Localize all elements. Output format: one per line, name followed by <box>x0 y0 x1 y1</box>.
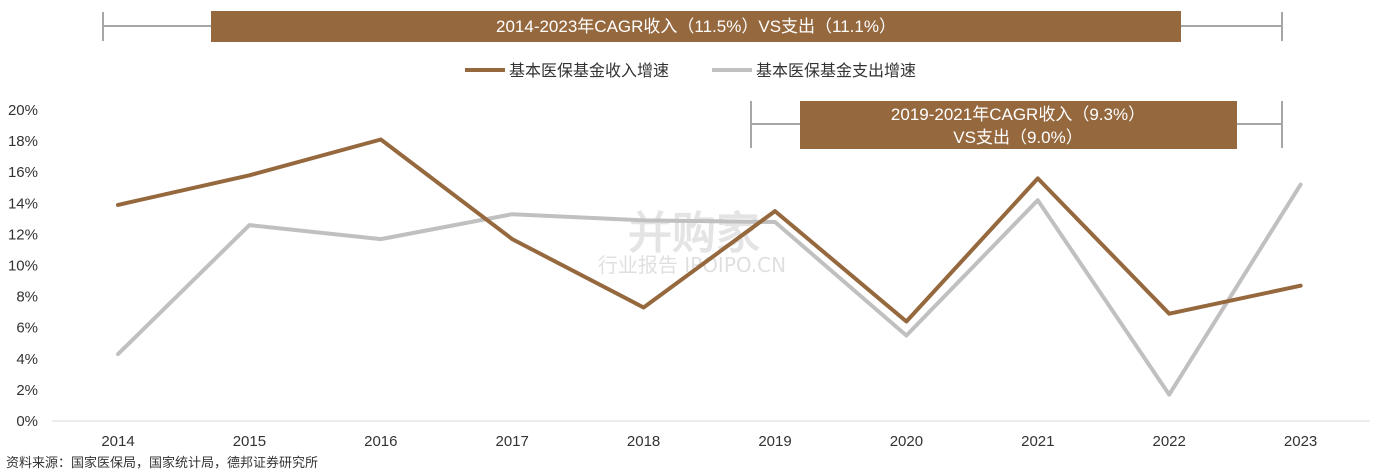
y-tick-label: 14% <box>8 195 38 212</box>
y-tick-label: 20% <box>8 102 38 119</box>
series-line-income <box>116 137 1303 324</box>
x-tick-label: 2016 <box>364 433 397 450</box>
legend-label-expense: 基本医保基金支出增速 <box>756 62 916 80</box>
x-tick-label: 2020 <box>890 433 923 450</box>
y-tick-label: 16% <box>8 164 38 181</box>
banner-box <box>800 101 1237 149</box>
y-tick-label: 8% <box>16 289 38 306</box>
x-axis: 2014 2015 2016 2017 2018 2019 2020 2021 2022 2023 <box>101 433 1317 450</box>
x-tick-label: 2021 <box>1021 433 1054 450</box>
legend: 基本医保基金收入增速 基本医保基金支出增速 <box>465 62 916 80</box>
banner-box <box>211 11 1181 42</box>
x-tick-label: 2023 <box>1284 433 1317 450</box>
y-tick-label: 2% <box>16 382 38 399</box>
source-note: 资料来源：国家医保局，国家统计局，德邦证券研究所 <box>6 455 318 471</box>
x-tick-label: 2018 <box>627 433 660 450</box>
cagr-annotation-2019-2021: 2019-2021年CAGR收入（9.3%） VS支出（9.0%） <box>750 101 1283 149</box>
legend-label-income: 基本医保基金收入增速 <box>509 62 669 80</box>
y-tick-label: 0% <box>16 413 38 430</box>
x-tick-label: 2015 <box>233 433 266 450</box>
x-tick-label: 2019 <box>758 433 791 450</box>
x-tick-label: 2022 <box>1153 433 1186 450</box>
x-tick-label: 2017 <box>496 433 529 450</box>
banner-text-line2: VS支出（9.0%） <box>953 128 1082 147</box>
y-tick-label: 18% <box>8 133 38 150</box>
banner-text-line1: 2019-2021年CAGR收入（9.3%） <box>891 105 1145 124</box>
y-axis: 0% 2% 4% 6% 8% 10% 12% 14% 16% 18% 20% <box>8 102 38 430</box>
y-tick-label: 4% <box>16 351 38 368</box>
banner-text: 2014-2023年CAGR收入（11.5%）VS支出（11.1%） <box>496 17 896 36</box>
y-tick-label: 10% <box>8 258 38 275</box>
series-line-expense <box>116 182 1303 397</box>
plot-area <box>116 137 1303 397</box>
y-tick-label: 12% <box>8 226 38 243</box>
x-tick-label: 2014 <box>101 433 134 450</box>
y-tick-label: 6% <box>16 320 38 337</box>
cagr-annotation-overall: 2014-2023年CAGR收入（11.5%）VS支出（11.1%） <box>102 11 1283 42</box>
watermark-brand: 并购家 <box>628 208 760 259</box>
